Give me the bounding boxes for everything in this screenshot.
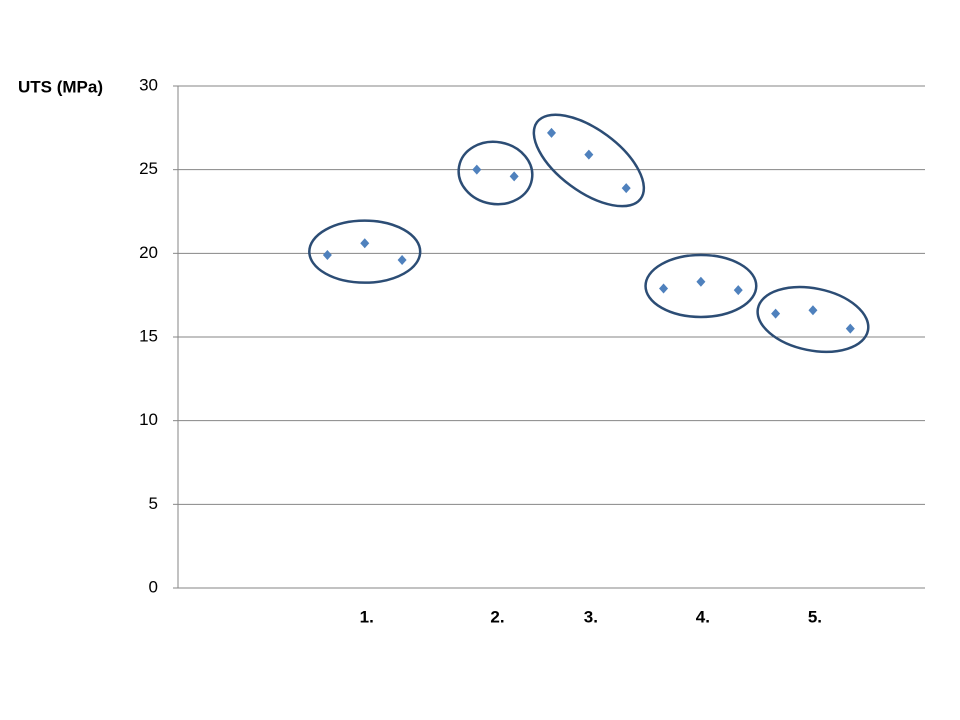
group-label: 3. bbox=[584, 607, 598, 626]
group-label: 4. bbox=[696, 607, 710, 626]
point bbox=[360, 238, 370, 249]
y-tick-label: 10 bbox=[139, 410, 158, 429]
point bbox=[696, 276, 706, 287]
group-ellipse bbox=[308, 219, 422, 284]
group-label: 5. bbox=[808, 607, 822, 626]
group-label: 1. bbox=[360, 607, 374, 626]
group-ellipse bbox=[457, 140, 534, 206]
group-label: 2. bbox=[490, 607, 504, 626]
point bbox=[808, 305, 818, 316]
y-tick-label: 15 bbox=[139, 326, 158, 345]
y-tick-label: 5 bbox=[149, 494, 158, 513]
y-tick-label: 30 bbox=[139, 75, 158, 94]
point bbox=[771, 308, 781, 319]
point bbox=[584, 149, 594, 160]
group-ellipse bbox=[644, 253, 758, 319]
y-tick-label: 20 bbox=[139, 243, 158, 262]
y-tick-label: 0 bbox=[149, 577, 158, 596]
group-ellipse bbox=[532, 113, 646, 208]
point bbox=[322, 250, 332, 261]
point bbox=[509, 171, 519, 182]
point bbox=[659, 283, 669, 294]
point bbox=[547, 127, 556, 138]
point bbox=[397, 255, 407, 266]
point bbox=[472, 164, 482, 175]
point bbox=[733, 285, 743, 296]
group-ellipse bbox=[756, 285, 870, 354]
y-axis-label: UTS (MPa) bbox=[18, 77, 103, 96]
point bbox=[621, 183, 631, 194]
point bbox=[845, 323, 855, 334]
y-tick-label: 25 bbox=[139, 159, 158, 178]
